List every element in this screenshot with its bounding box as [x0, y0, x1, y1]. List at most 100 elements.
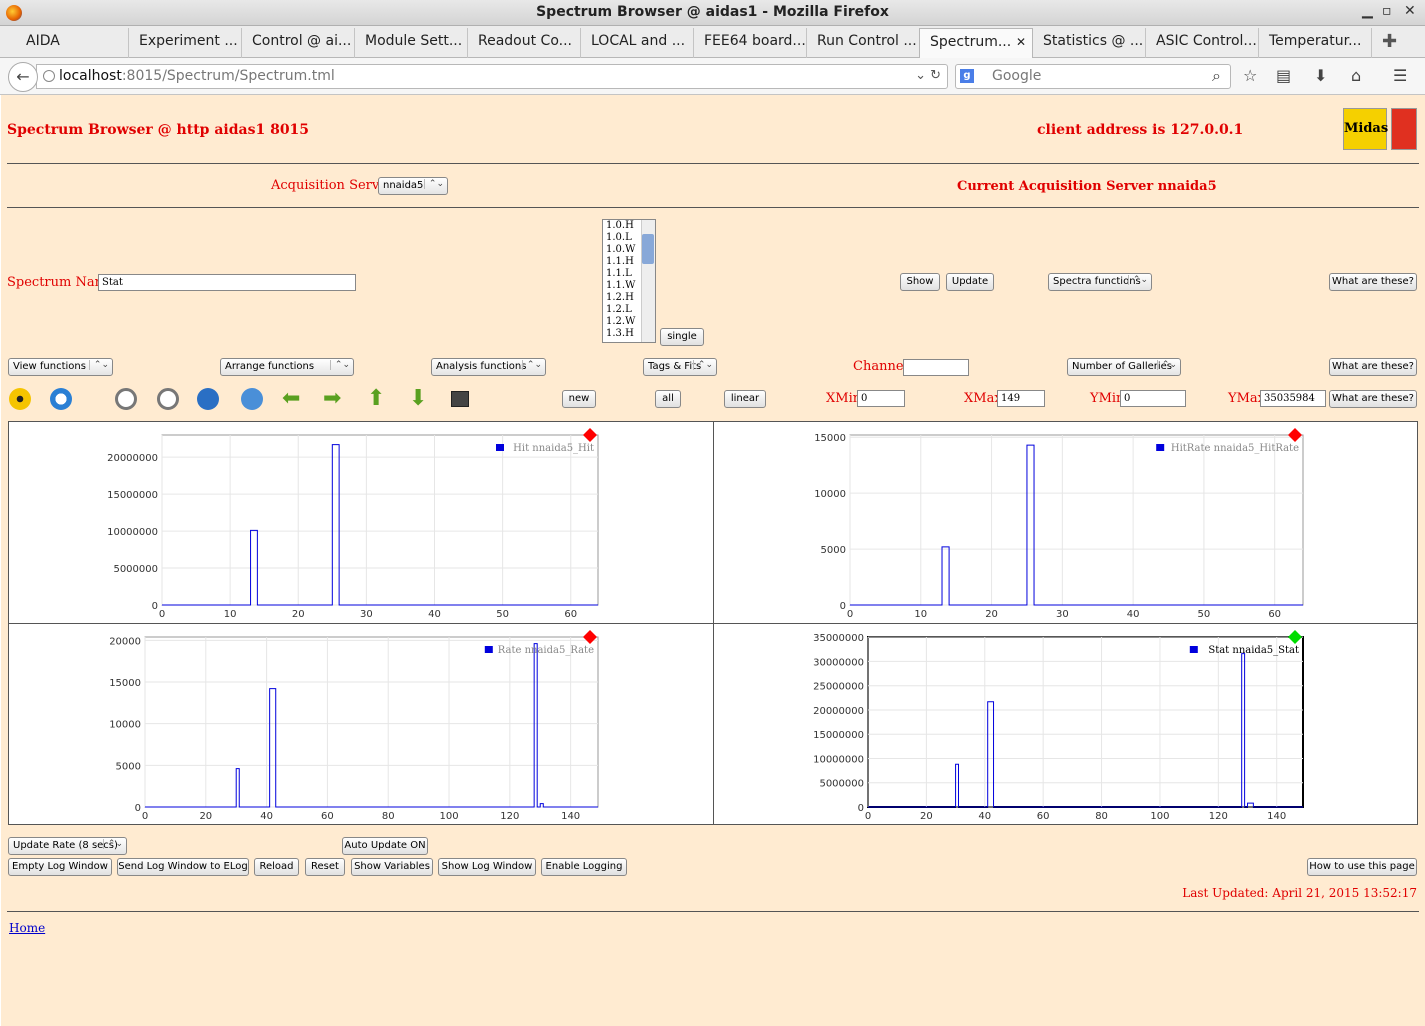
what-are-these-button[interactable]: What are these? [1329, 273, 1417, 291]
menu-icon[interactable]: ☰ [1393, 66, 1408, 85]
minimize-icon[interactable]: ▁ [1362, 3, 1373, 19]
select-arrow-icon: ⌃⌄ [329, 360, 350, 370]
rate-chart[interactable]: 0 20 40 60 80 100 120 140 0 5000 10000 15000 20000 Ra… [9, 624, 713, 824]
tab-asic-control[interactable]: ASIC Control... [1146, 28, 1259, 58]
stat-chart[interactable]: 0 20 40 60 80 100 120 140 0 5000000 10000000 150000… [714, 624, 1417, 824]
spectrum-panel-rate[interactable]: 0 20 40 60 80 100 120 140 0 5000 10000 15000 20000 Ra… [8, 623, 714, 825]
update-button[interactable]: Update [946, 273, 994, 291]
update-rate-select[interactable]: Update Rate (8 secs) ⌃⌄ [8, 837, 127, 855]
what-are-these-button[interactable]: What are these? [1329, 390, 1417, 408]
reload-button[interactable]: Reload [254, 858, 299, 876]
back-button[interactable]: ← [8, 62, 38, 92]
show-variables-button[interactable]: Show Variables [351, 858, 433, 876]
tab-run-control[interactable]: Run Control ... [807, 28, 920, 58]
new-tab-icon[interactable]: ✚ [1382, 31, 1398, 52]
new-button[interactable]: new [562, 390, 596, 408]
all-button[interactable]: all [655, 390, 681, 408]
list-item[interactable]: 1.1.H [606, 256, 634, 267]
select-value: Arrange functions [225, 361, 315, 372]
hitrate-chart[interactable]: 0 10 20 30 40 50 60 0 5000 10000 15000 HitRate nnai… [714, 422, 1417, 623]
download-icon[interactable]: ⬇ [1314, 66, 1328, 85]
url-bar[interactable]: localhost:8015/Spectrum/Spectrum.tml ⌄ ↻ [36, 64, 948, 89]
hit-chart[interactable]: 0 10 20 30 40 50 60 0 5000000 10000000 15000000 200… [9, 422, 713, 623]
send-log-button[interactable]: Send Log Window to ELog [117, 858, 249, 876]
tab-fee64[interactable]: FEE64 board... [694, 28, 807, 58]
binoculars-icon[interactable]: ⌕ [1212, 66, 1221, 85]
search-input[interactable]: g Google [955, 64, 1231, 89]
spectra-functions-select[interactable]: Spectra functions ⌃⌄ [1048, 273, 1152, 291]
spectrum-listbox[interactable]: 1.0.H 1.0.L 1.0.W 1.1.H 1.1.L 1.1.W 1.2.… [602, 219, 656, 343]
expand-y-icon[interactable] [197, 388, 219, 410]
enable-logging-button[interactable]: Enable Logging [541, 858, 627, 876]
tab-temperature[interactable]: Temperatur... [1259, 28, 1372, 58]
acq-server-select[interactable]: nnaida5 ⌃⌄ [378, 177, 448, 195]
list-item[interactable]: 1.2.H [606, 292, 634, 303]
arrange-functions-select[interactable]: Arrange functions ⌃⌄ [220, 358, 354, 376]
reading-list-icon[interactable]: ▤ [1276, 66, 1292, 85]
tab-statistics[interactable]: Statistics @ ... [1033, 28, 1146, 58]
maximize-icon[interactable]: ▫ [1382, 3, 1392, 19]
channel-input[interactable] [903, 359, 969, 376]
scroll-thumb[interactable] [642, 234, 654, 264]
ymin-input[interactable] [1120, 390, 1186, 407]
spectrum-name-input[interactable] [98, 274, 356, 291]
list-item[interactable]: 1.0.W [606, 244, 636, 255]
what-are-these-button[interactable]: What are these? [1329, 358, 1417, 376]
analysis-functions-select[interactable]: Analysis functions ⌃⌄ [431, 358, 546, 376]
x-tick-label: 0 [847, 609, 853, 620]
up-arrow-icon[interactable]: ⬆ [367, 386, 386, 411]
tab-module-settings[interactable]: Module Sett... [355, 28, 468, 58]
list-item[interactable]: 1.0.L [606, 232, 632, 243]
close-icon[interactable]: ✕ [1404, 3, 1416, 19]
tab-local[interactable]: LOCAL and ... [581, 28, 694, 58]
tab-aida[interactable]: AIDA [16, 28, 129, 58]
list-item[interactable]: 1.1.W [606, 280, 636, 291]
down-arrow-icon[interactable]: ⬇ [409, 386, 428, 411]
screenshot-icon[interactable] [451, 391, 469, 407]
refresh-icon[interactable] [50, 388, 72, 410]
listbox-scrollbar[interactable] [641, 220, 655, 342]
zoom-out-icon[interactable] [157, 388, 179, 410]
right-arrow-icon[interactable]: ➡ [323, 386, 342, 411]
tab-experiment[interactable]: Experiment ... [129, 28, 242, 58]
tab-spectrum[interactable]: Spectrum... ✕ [919, 28, 1033, 58]
xmin-input[interactable] [857, 390, 905, 407]
how-to-button[interactable]: How to use this page [1307, 858, 1417, 876]
view-functions-select[interactable]: View functions ⌃⌄ [8, 358, 113, 376]
legend-label: HitRate nnaida5_HitRate [1171, 443, 1299, 454]
list-item[interactable]: 1.2.W [606, 316, 636, 327]
linear-button[interactable]: linear [724, 390, 766, 408]
show-log-button[interactable]: Show Log Window [438, 858, 536, 876]
x-tick-label: 120 [1209, 811, 1228, 822]
home-link[interactable]: Home [9, 921, 46, 935]
empty-log-button[interactable]: Empty Log Window [8, 858, 112, 876]
ymax-input[interactable] [1260, 390, 1326, 407]
tab-close-icon[interactable]: ✕ [1015, 35, 1026, 49]
galleries-select[interactable]: Number of Galleries ⌃⌄ [1067, 358, 1181, 376]
spectrum-panel-stat[interactable]: 0 20 40 60 80 100 120 140 0 5000000 10000000 150000… [713, 623, 1418, 825]
compress-y-icon[interactable] [241, 388, 263, 410]
last-updated: Last Updated: April 21, 2015 13:52:17 [1182, 886, 1417, 900]
list-item[interactable]: 1.0.H [606, 220, 634, 231]
status-diamond-icon [583, 630, 597, 644]
tags-fits-select[interactable]: Tags & Fits ⌃⌄ [643, 358, 717, 376]
auto-update-button[interactable]: Auto Update ON [342, 837, 428, 855]
single-button[interactable]: single [660, 328, 704, 346]
left-arrow-icon[interactable]: ⬅ [282, 386, 301, 411]
spectrum-panel-hit[interactable]: 0 10 20 30 40 50 60 0 5000000 10000000 15000000 200… [8, 421, 714, 624]
tab-control[interactable]: Control @ ai... [242, 28, 355, 58]
spectrum-panel-hitrate[interactable]: 0 10 20 30 40 50 60 0 5000 10000 15000 HitRate nnai… [713, 421, 1418, 624]
reset-button[interactable]: Reset [305, 858, 345, 876]
list-item[interactable]: 1.1.L [606, 268, 632, 279]
radiation-icon[interactable] [9, 388, 31, 410]
x-tick-label: 20 [199, 811, 212, 822]
list-item[interactable]: 1.2.L [606, 304, 632, 315]
bookmark-star-icon[interactable]: ☆ [1243, 66, 1258, 85]
show-button[interactable]: Show [900, 273, 940, 291]
home-icon[interactable]: ⌂ [1351, 66, 1362, 85]
xmax-input[interactable] [997, 390, 1045, 407]
tab-readout[interactable]: Readout Co... [468, 28, 581, 58]
list-item[interactable]: 1.3.H [606, 328, 634, 339]
zoom-in-icon[interactable] [115, 388, 137, 410]
reload-icon[interactable]: ⌄ ↻ [915, 68, 941, 83]
